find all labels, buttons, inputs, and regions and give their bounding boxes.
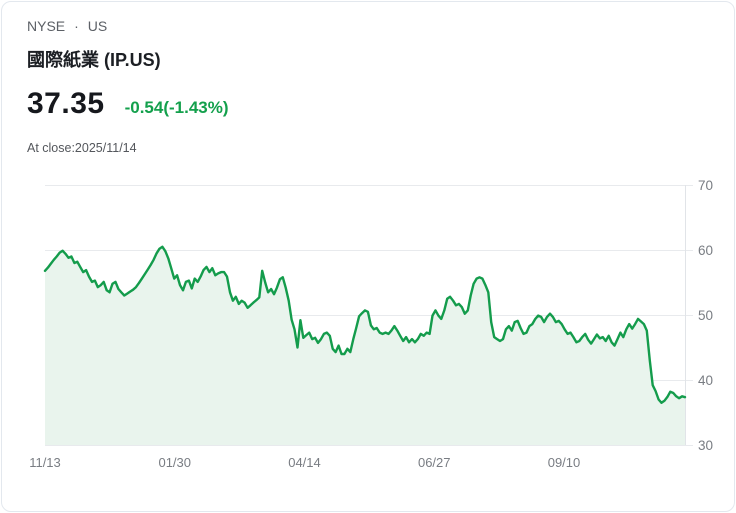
current-price: 37.35	[27, 87, 105, 120]
price-change: -0.54(-1.43%)	[124, 98, 229, 117]
x-tick-label: 06/27	[418, 455, 451, 470]
grid-lines	[45, 185, 693, 446]
price-line	[43, 245, 687, 404]
exchange-label: NYSE	[27, 18, 66, 34]
region-label: US	[87, 18, 108, 34]
separator-dot: ·	[74, 18, 79, 34]
stock-title: 國際紙業 (IP.US)	[27, 50, 161, 70]
x-tick-label: 01/30	[158, 455, 191, 470]
y-tick-label: 40	[698, 373, 713, 388]
x-axis-labels: 11/13 01/30 04/14 06/27 09/10	[29, 455, 580, 470]
exchange-row: NYSE · US	[27, 18, 107, 34]
close-time: At close:2025/11/14	[27, 141, 137, 155]
y-tick-label: 50	[698, 308, 713, 323]
y-tick-label: 30	[698, 438, 713, 453]
price-row: 37.35 -0.54(-1.43%)	[27, 87, 229, 121]
area-fill	[45, 246, 685, 445]
y-tick-label: 70	[698, 178, 713, 193]
x-tick-label: 09/10	[548, 455, 581, 470]
y-axis-labels: 30 40 50 60 70	[698, 178, 713, 453]
x-tick-label: 04/14	[288, 455, 321, 470]
y-tick-label: 60	[698, 243, 713, 258]
x-tick-label: 11/13	[29, 455, 61, 470]
